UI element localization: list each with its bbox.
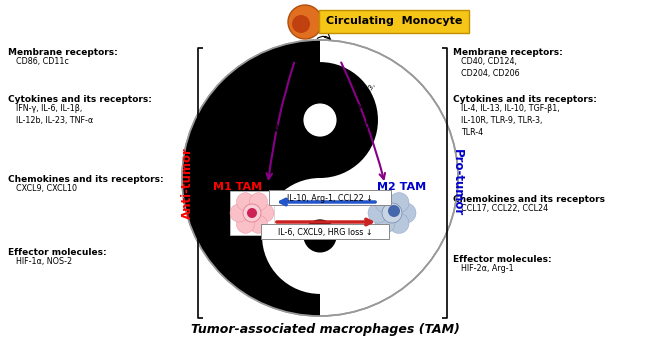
FancyBboxPatch shape	[319, 10, 469, 33]
Text: Anti-tumor: Anti-tumor	[181, 147, 194, 219]
FancyBboxPatch shape	[230, 191, 274, 235]
Text: M1 TAM: M1 TAM	[213, 182, 263, 192]
Text: Chemokines and its receptors: Chemokines and its receptors	[453, 195, 605, 204]
Circle shape	[250, 193, 268, 211]
Circle shape	[375, 193, 395, 213]
Text: Effector molecules:: Effector molecules:	[453, 255, 552, 264]
Circle shape	[368, 203, 388, 223]
Circle shape	[288, 5, 322, 39]
Circle shape	[237, 193, 255, 211]
Circle shape	[256, 204, 274, 222]
Text: Circulating  Monocyte: Circulating Monocyte	[326, 16, 462, 26]
Circle shape	[237, 215, 255, 233]
Circle shape	[388, 205, 400, 217]
Text: Cytokines and its receptors:: Cytokines and its receptors:	[453, 95, 597, 104]
Text: CD86, CD11c: CD86, CD11c	[16, 57, 69, 66]
Circle shape	[292, 15, 310, 33]
Text: CXCL9, CXCL10: CXCL9, CXCL10	[16, 184, 77, 193]
Text: Membrane receptors:: Membrane receptors:	[453, 48, 563, 57]
Text: Tumor-associated macrophages (TAM): Tumor-associated macrophages (TAM)	[190, 323, 460, 336]
Circle shape	[262, 178, 378, 294]
Text: IFN-γ, IL-6, IL-1β,
IL-12b, IL-23, TNF-α: IFN-γ, IL-6, IL-1β, IL-12b, IL-23, TNF-α	[16, 104, 93, 125]
Text: M-CSF: M-CSF	[359, 115, 375, 138]
Circle shape	[247, 208, 257, 218]
Text: CCL17, CCL22, CCL24: CCL17, CCL22, CCL24	[461, 204, 548, 213]
Circle shape	[304, 104, 337, 137]
FancyBboxPatch shape	[269, 190, 391, 205]
FancyBboxPatch shape	[261, 224, 389, 239]
Circle shape	[250, 215, 268, 233]
Circle shape	[230, 204, 248, 222]
Circle shape	[262, 62, 378, 178]
Text: Cytokines and its receptors:: Cytokines and its receptors:	[8, 95, 152, 104]
Circle shape	[375, 213, 395, 233]
Circle shape	[396, 203, 416, 223]
Polygon shape	[182, 40, 320, 316]
Text: M2 TAM: M2 TAM	[378, 182, 426, 192]
Circle shape	[389, 213, 409, 233]
Text: CCL2, IL-4, IL-13,: CCL2, IL-4, IL-13,	[343, 82, 377, 138]
Text: HIF-2α, Arg-1: HIF-2α, Arg-1	[461, 264, 514, 273]
Text: GM-CSF: GM-CSF	[270, 124, 289, 152]
Circle shape	[182, 40, 458, 316]
Text: Chemokines and its receptors:: Chemokines and its receptors:	[8, 175, 164, 184]
Text: Membrane receptors:: Membrane receptors:	[8, 48, 118, 57]
Text: IL-4, IL-13, IL-10, TGF-β1,
IL-10R, TLR-9, TLR-3,
TLR-4: IL-4, IL-13, IL-10, TGF-β1, IL-10R, TLR-…	[461, 104, 560, 137]
Text: Effector molecules:: Effector molecules:	[8, 248, 107, 257]
Circle shape	[382, 203, 402, 223]
Circle shape	[304, 220, 337, 252]
Text: IL-10, Arg-1, CCL22 ↓: IL-10, Arg-1, CCL22 ↓	[287, 194, 373, 203]
Text: Pro-tumor: Pro-tumor	[450, 149, 463, 217]
Circle shape	[389, 193, 409, 213]
Text: CD40, CD124,
CD204, CD206: CD40, CD124, CD204, CD206	[461, 57, 519, 78]
Text: LPS, IFN-γ,: LPS, IFN-γ,	[261, 104, 285, 140]
Text: HIF-1α, NOS-2: HIF-1α, NOS-2	[16, 257, 72, 266]
Text: IL-6, CXCL9, HRG loss ↓: IL-6, CXCL9, HRG loss ↓	[278, 228, 372, 237]
Circle shape	[243, 204, 261, 222]
